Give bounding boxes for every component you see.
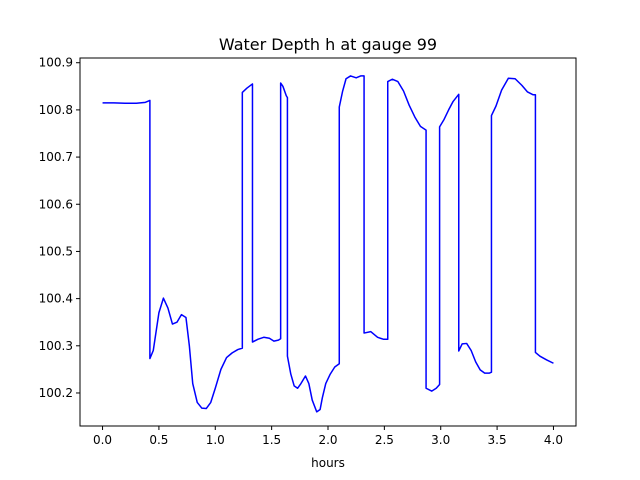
x-tick-label: 2.5: [375, 433, 394, 447]
y-tick-label: 100.5: [39, 244, 73, 258]
x-tick-label: 1.0: [206, 433, 225, 447]
x-tick-label: 0.0: [93, 433, 112, 447]
y-tick-label: 100.8: [39, 103, 73, 117]
x-tick-label: 3.0: [431, 433, 450, 447]
y-tick-label: 100.6: [39, 197, 73, 211]
y-tick-label: 100.9: [39, 56, 73, 70]
x-axis-label: hours: [311, 456, 345, 470]
x-tick-label: 2.0: [318, 433, 337, 447]
y-axis: 100.2 100.3 100.4 100.5 100.6 100.7 100.8 100.9: [39, 56, 80, 400]
x-tick-label: 3.5: [488, 433, 507, 447]
x-tick-label: 0.5: [149, 433, 168, 447]
series-layer: [102, 75, 554, 413]
x-tick-label: 1.5: [262, 433, 281, 447]
x-tick-label: 4.0: [544, 433, 563, 447]
x-axis: 0.0 0.5 1.0 1.5 2.0 2.5 3.0 3.5 4.0: [93, 426, 563, 447]
chart-title: Water Depth h at gauge 99: [219, 35, 437, 54]
y-tick-label: 100.4: [39, 292, 73, 306]
y-tick-label: 100.7: [39, 150, 73, 164]
series-line-0: [102, 75, 554, 413]
y-tick-label: 100.2: [39, 386, 73, 400]
y-tick-label: 100.3: [39, 339, 73, 353]
